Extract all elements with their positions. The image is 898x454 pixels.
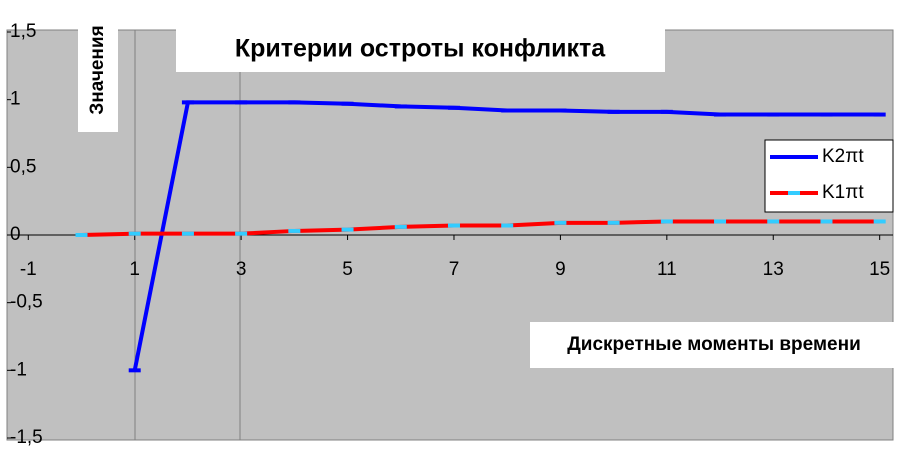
chart-title: Критерии остроты конфликта <box>235 35 606 63</box>
legend-label: K2πt <box>822 146 864 167</box>
legend-items: K2πt K1πt <box>770 146 864 203</box>
y-label-box <box>78 8 118 132</box>
x-tick-label: 15 <box>869 259 890 280</box>
axes: -1,5-1-0,500,511,5-1 1 3 5 7 9 11 13 15 <box>7 21 893 448</box>
x-tick-label: 9 <box>555 259 566 280</box>
y-tick-label: -0,5 <box>10 292 43 313</box>
y-tick-label: 0,5 <box>10 156 36 177</box>
legend-label: K1πt <box>822 182 864 203</box>
y-tick-label: -1,5 <box>10 427 43 448</box>
x-tick-label: 5 <box>342 259 353 280</box>
x-tick-label: 11 <box>657 259 677 280</box>
x-axis-label: Дискретные моменты времени <box>567 334 861 355</box>
x-tick-label: 3 <box>236 259 247 280</box>
series-lines <box>75 100 886 373</box>
y-tick-label: 1 <box>10 89 21 110</box>
x-tick-label: 1 <box>129 259 140 280</box>
x-tick-label: -1 <box>20 259 37 280</box>
y-tick-label: -1 <box>10 359 27 380</box>
y-tick-label: 1,5 <box>10 21 36 42</box>
series-line <box>81 219 880 237</box>
x-tick-label: 7 <box>449 259 460 280</box>
title-box <box>176 28 665 72</box>
legend <box>764 139 894 213</box>
y-axis-label: Значения <box>87 25 108 114</box>
y-tick-label: 0 <box>10 224 21 245</box>
x-tick-label: 13 <box>763 259 784 280</box>
x-label-box <box>530 322 897 368</box>
